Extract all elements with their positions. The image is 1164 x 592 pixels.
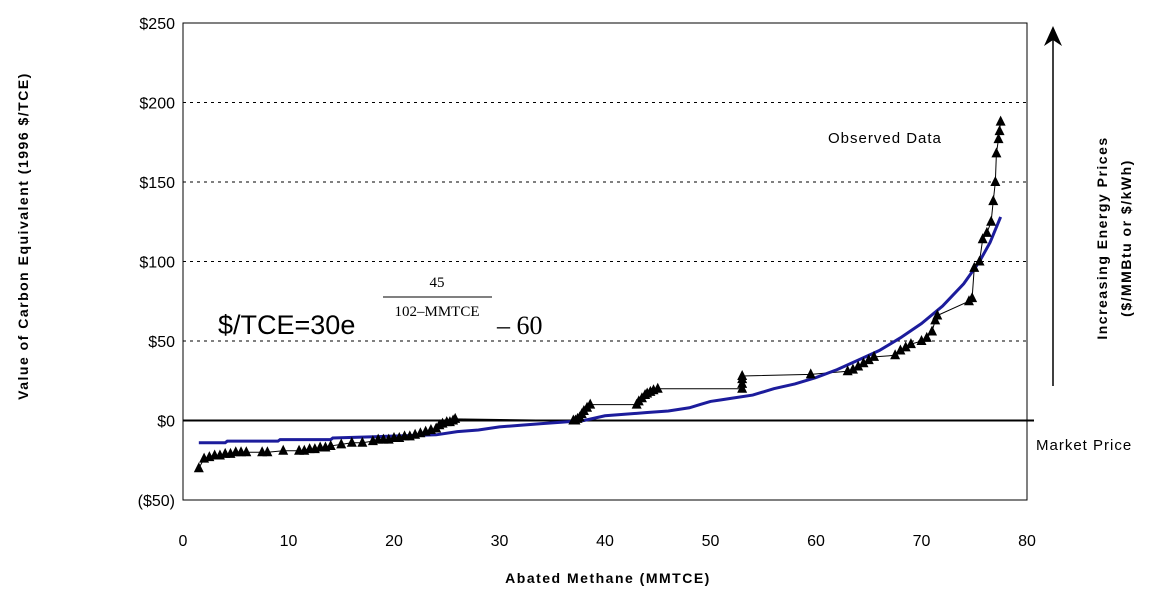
observed-data-point: [847, 363, 858, 374]
formula-tail: – 60: [496, 311, 543, 340]
observed-data-point: [853, 360, 864, 371]
observed-data-point: [991, 147, 1002, 158]
x-axis-title: Abated Methane (MMTCE): [505, 570, 711, 586]
y-tick-label: $200: [139, 96, 175, 113]
formula-numerator: 45: [430, 275, 445, 291]
observed-data-point: [241, 446, 252, 457]
observed-data-point: [905, 338, 916, 349]
observed-data-markers: [193, 115, 1006, 473]
observed-data-point: [863, 354, 874, 365]
formula: $/TCE=30e 45 102–MMTCE – 60: [218, 275, 543, 340]
observed-data-point: [805, 368, 816, 379]
x-tick-label: 60: [807, 533, 825, 550]
x-tick-label: 80: [1018, 533, 1036, 550]
formula-denominator: 102–MMTCE: [394, 304, 479, 320]
x-tick-label: 0: [179, 533, 188, 550]
observed-data-point: [585, 398, 596, 409]
observed-data-point: [357, 436, 368, 447]
observed-data-point: [993, 133, 1004, 144]
y-tick-label: $250: [139, 16, 175, 33]
observed-data-point: [995, 115, 1006, 126]
x-axis-ticks: 0 10 20 30 40 50 60 70 80: [179, 533, 1036, 550]
observed-data-point: [262, 446, 273, 457]
observed-data-point: [336, 438, 347, 449]
observed-data-point: [890, 349, 901, 360]
x-tick-label: 30: [491, 533, 509, 550]
observed-data-point: [737, 369, 748, 380]
observed-data-point: [193, 462, 204, 473]
observed-data-point: [927, 325, 938, 336]
y-tick-label: $50: [148, 334, 175, 351]
observed-data-point: [967, 292, 978, 303]
gridlines: [183, 102, 1027, 342]
observed-data-point: [869, 350, 880, 361]
y-tick-label: $150: [139, 175, 175, 192]
right-label-line1: Increasing Energy Prices: [1094, 136, 1110, 339]
plot-area-frame: [182, 22, 1028, 501]
y-axis-ticks: ($50) $0 $50 $100 $150 $200 $250: [138, 16, 175, 510]
x-tick-label: 40: [596, 533, 614, 550]
x-tick-label: 50: [702, 533, 720, 550]
observed-data-point: [325, 439, 336, 450]
y-tick-label: $0: [157, 414, 175, 431]
observed-data-point: [990, 176, 1001, 186]
observed-data-point: [932, 309, 943, 320]
observed-data-label: Observed Data: [828, 130, 942, 147]
observed-data-point: [994, 125, 1005, 136]
observed-data-point: [986, 215, 997, 226]
y-tick-label: $100: [139, 255, 175, 272]
y-axis-title: Value of Carbon Equivalent (1996 $/TCE): [15, 72, 31, 400]
observed-data-point: [977, 233, 988, 244]
observed-data-point: [278, 444, 289, 455]
x-tick-label: 10: [280, 533, 298, 550]
x-tick-label: 20: [385, 533, 403, 550]
formula-lhs: $/TCE=30e: [218, 310, 355, 340]
observed-data-point: [981, 226, 992, 237]
observed-data-point: [895, 344, 906, 355]
observed-data-point: [974, 255, 985, 266]
observed-data-point: [346, 436, 357, 447]
y-tick-label: ($50): [138, 493, 175, 510]
observed-data-point: [916, 335, 927, 345]
x-tick-label: 70: [913, 533, 931, 550]
observed-data-point: [988, 195, 999, 206]
up-arrow-icon: [1044, 26, 1062, 386]
observed-data-point: [969, 261, 980, 272]
fitted-curve-line: [198, 216, 1003, 445]
market-price-label: Market Price: [1036, 437, 1132, 454]
observed-data-point: [900, 341, 911, 352]
right-label-line2: ($/MMBtu or $/kWh): [1118, 159, 1134, 317]
observed-data-point: [921, 331, 932, 342]
observed-data-point: [450, 412, 461, 423]
observed-data-point: [858, 357, 869, 368]
observed-data-point: [652, 382, 663, 393]
